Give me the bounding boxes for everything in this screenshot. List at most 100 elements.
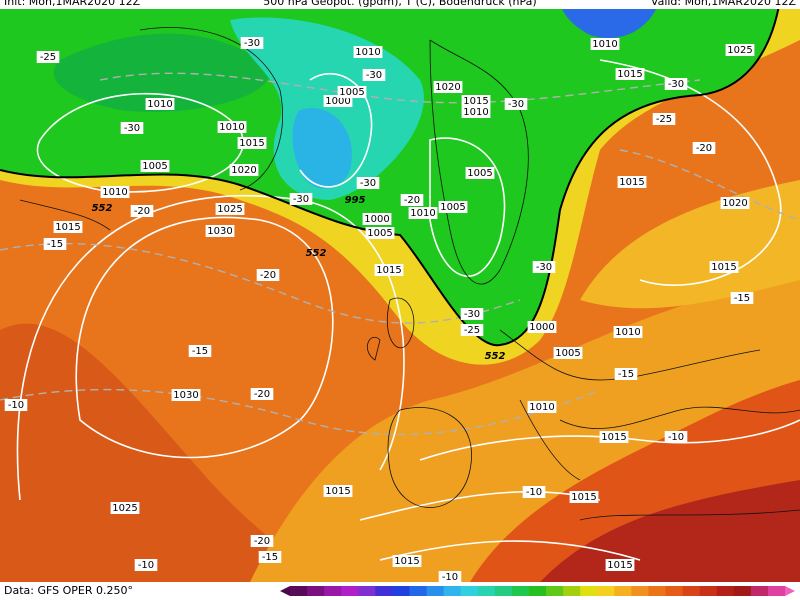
scale-swatch xyxy=(511,586,530,596)
map-labels: 1010101010101010101010101010100010051010… xyxy=(4,37,755,583)
label-box xyxy=(461,106,491,118)
label-box xyxy=(614,368,638,380)
scale-swatch xyxy=(324,586,342,596)
label-box xyxy=(36,51,60,63)
isoline-label: -20 xyxy=(260,270,276,281)
scale-swatch xyxy=(563,586,581,596)
isoline-label: 1015 xyxy=(55,222,80,233)
isoline-label: -20 xyxy=(404,195,420,206)
scale-swatch xyxy=(477,586,496,596)
isoline-label: 1005 xyxy=(142,161,167,172)
isoline-label: 1010 xyxy=(615,327,640,338)
isoline-label: 1005 xyxy=(440,202,465,213)
scale-swatch xyxy=(648,586,667,596)
scale-swatch xyxy=(546,586,564,596)
scale-swatch xyxy=(494,586,513,596)
isoline-label: 1005 xyxy=(367,228,392,239)
isoline-label: -15 xyxy=(734,293,750,304)
scale-swatch xyxy=(631,586,649,596)
isoline-label: 1015 xyxy=(711,262,736,273)
map-area: 1010101010101010101010101010100010051010… xyxy=(0,0,800,583)
isoline-label: 1015 xyxy=(571,492,596,503)
warm-west xyxy=(0,323,330,582)
label-box xyxy=(460,308,484,320)
isoline-label: 1025 xyxy=(112,503,137,514)
label-box xyxy=(438,571,462,582)
color-scale xyxy=(280,586,795,596)
label-box xyxy=(664,78,688,90)
label-box xyxy=(527,401,557,413)
yellow-east xyxy=(580,180,800,309)
label-box xyxy=(353,46,383,58)
label-box xyxy=(215,203,245,215)
label-box xyxy=(362,69,386,81)
label-box xyxy=(356,177,380,189)
scale-swatch xyxy=(716,586,735,596)
scale-swatch xyxy=(750,586,769,596)
label-box xyxy=(400,194,424,206)
isoline-label: 1025 xyxy=(727,45,752,56)
scale-swatch xyxy=(392,586,410,596)
isoline-label: 1010 xyxy=(463,107,488,118)
label-box xyxy=(188,345,212,357)
label-box xyxy=(438,201,468,213)
isoline-label: -10 xyxy=(8,400,24,411)
isoline-label: -30 xyxy=(244,38,260,49)
label-box xyxy=(730,292,754,304)
scale-swatch xyxy=(290,586,308,596)
isoline-label: 1020 xyxy=(435,82,460,93)
isoline-label: -30 xyxy=(508,99,524,110)
isoline-label: 1000 xyxy=(529,322,554,333)
label-box xyxy=(532,261,556,273)
isoline-label: -30 xyxy=(366,70,382,81)
label-box xyxy=(53,221,83,233)
label-box xyxy=(4,399,28,411)
cyan-core xyxy=(230,17,424,200)
scale-swatch xyxy=(767,586,786,596)
isoline-label: 1015 xyxy=(607,560,632,571)
label-box xyxy=(599,431,629,443)
geopotential-label: 552 xyxy=(485,351,506,362)
isoline-label: 1010 xyxy=(529,402,554,413)
isoline-label: 1005 xyxy=(339,87,364,98)
isoline-label: 1010 xyxy=(355,47,380,58)
header-bar xyxy=(0,0,800,9)
coastlines xyxy=(19,27,800,521)
label-box xyxy=(110,502,140,514)
scale-swatch xyxy=(580,586,598,596)
geopotential-label: 552 xyxy=(306,248,327,259)
blue-spot xyxy=(560,0,660,39)
label-box xyxy=(460,324,484,336)
label-box xyxy=(140,160,170,172)
label-box xyxy=(337,86,367,98)
isoline-label: -20 xyxy=(134,206,150,217)
label-box xyxy=(664,431,688,443)
label-box xyxy=(362,213,392,225)
isoline-label: 1010 xyxy=(219,122,244,133)
label-box xyxy=(229,164,259,176)
scale-swatch xyxy=(358,586,376,596)
isoline-label: 1000 xyxy=(364,214,389,225)
hot-south xyxy=(540,480,800,582)
isoline-label: 1015 xyxy=(619,177,644,188)
scale-swatch xyxy=(528,586,547,596)
scale-swatch xyxy=(307,586,325,596)
isoline-label: -30 xyxy=(464,309,480,320)
isoline-label: -10 xyxy=(138,560,154,571)
isoline-label: 1030 xyxy=(173,390,198,401)
label-box xyxy=(289,193,313,205)
isoline-label: -20 xyxy=(696,143,712,154)
isoline-label: 1015 xyxy=(617,69,642,80)
label-box xyxy=(615,68,645,80)
init-time: Init: Mon,1MAR2020 12Z xyxy=(4,0,141,8)
isoline-label: -10 xyxy=(526,487,542,498)
isoline-label: -30 xyxy=(360,178,376,189)
label-box xyxy=(617,176,647,188)
label-box xyxy=(527,321,557,333)
label-box xyxy=(250,388,274,400)
label-box xyxy=(100,186,130,198)
label-box xyxy=(652,113,676,125)
label-box xyxy=(145,98,175,110)
isoline-label: -10 xyxy=(442,572,458,583)
label-box xyxy=(461,95,491,107)
